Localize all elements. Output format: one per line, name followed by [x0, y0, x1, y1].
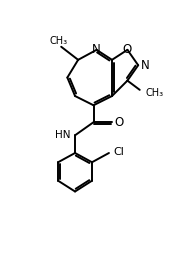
Text: Cl: Cl	[114, 147, 124, 157]
Text: CH₃: CH₃	[146, 88, 164, 98]
Text: O: O	[123, 42, 132, 56]
Text: N: N	[92, 43, 101, 56]
Text: O: O	[114, 116, 124, 129]
Text: HN: HN	[55, 130, 70, 139]
Text: CH₃: CH₃	[49, 36, 67, 46]
Text: N: N	[141, 59, 150, 72]
